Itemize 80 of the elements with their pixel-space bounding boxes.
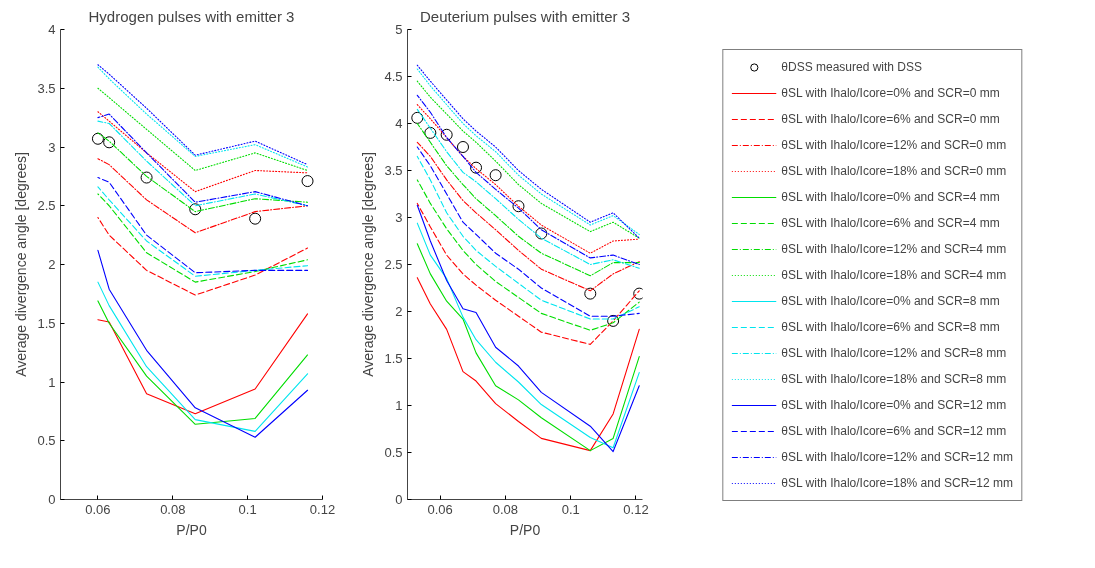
line-series <box>97 281 309 432</box>
point <box>607 314 620 327</box>
point <box>489 169 502 182</box>
y-tick-label: 3.5 <box>384 163 403 178</box>
point <box>512 200 525 213</box>
y-tick-label: 1.5 <box>37 315 56 331</box>
legend-label: θSL with Ihalo/Icore=6% and SCR=12 mm <box>781 424 1007 438</box>
point <box>535 227 548 240</box>
legend-label: θSL with Ihalo/Icore=6% and SCR=0 mm <box>781 112 1000 126</box>
point <box>470 161 483 174</box>
x-tick-label: 0.06 <box>85 501 111 517</box>
point <box>140 171 153 184</box>
point <box>103 136 116 149</box>
y-tick-label: 0.5 <box>37 433 56 449</box>
line-series <box>97 216 309 296</box>
line-series <box>97 249 309 438</box>
legend-label: θDSS measured with DSS <box>781 60 923 74</box>
y-tick-label: 1.5 <box>384 351 403 366</box>
line-series <box>97 87 309 172</box>
y-tick-label: 2.5 <box>384 257 403 272</box>
line-series <box>416 141 640 292</box>
legend-label: θSL with Ihalo/Icore=6% and SCR=8 mm <box>781 320 1000 334</box>
x-axis-title: P/P0 <box>176 521 207 538</box>
x-tick-label: 0.08 <box>160 501 186 517</box>
y-tick-label: 2 <box>48 257 56 272</box>
point <box>584 287 597 300</box>
y-tick-label: 4 <box>48 22 56 37</box>
y-tick-label: 4.5 <box>384 69 403 84</box>
y-tick-label: 3.5 <box>37 80 56 96</box>
point <box>440 128 453 141</box>
line-series <box>97 132 309 213</box>
line-series <box>97 158 309 234</box>
x-tick-label: 0.1 <box>238 501 257 517</box>
legend-label: θSL with Ihalo/Icore=12% and SCR=12 mm <box>781 450 1013 464</box>
point <box>189 203 202 216</box>
legend-label: θSL with Ihalo/Icore=12% and SCR=4 mm <box>781 242 1007 256</box>
legend-label: θSL with Ihalo/Icore=18% and SCR=0 mm <box>781 164 1007 178</box>
legend-label: θSL with Ihalo/Icore=18% and SCR=8 mm <box>781 372 1007 386</box>
line-series <box>416 202 640 345</box>
line-series <box>416 277 640 452</box>
y-tick-label: 3 <box>48 139 56 155</box>
point <box>301 175 314 188</box>
y-tick-label: 1 <box>48 374 56 390</box>
legend-label: θSL with Ihalo/Icore=12% and SCR=8 mm <box>781 346 1007 360</box>
y-tick-label: 0 <box>48 492 56 507</box>
line-series <box>97 300 309 425</box>
y-axis-title: Average divergence angle [degrees] <box>13 152 30 377</box>
chart-title: Deuterium pulses with emitter 3 <box>419 7 631 25</box>
legend-label: θSL with Ihalo/Icore=12% and SCR=0 mm <box>781 138 1007 152</box>
line-series <box>416 179 640 331</box>
point <box>91 132 104 145</box>
x-tick-label: 0.06 <box>427 501 453 517</box>
legend-label: θSL with Ihalo/Icore=0% and SCR=4 mm <box>781 190 1000 204</box>
legend-label: θSL with Ihalo/Icore=0% and SCR=0 mm <box>781 86 1000 100</box>
point <box>424 126 437 139</box>
x-axis-title: P/P0 <box>509 521 541 538</box>
x-tick-label: 0.12 <box>309 501 336 517</box>
legend-label: θSL with Ihalo/Icore=0% and SCR=12 mm <box>781 398 1007 412</box>
y-tick-label: 0.5 <box>384 445 403 460</box>
point <box>411 111 424 124</box>
y-tick-label: 3 <box>395 210 403 225</box>
legend-label: θSL with Ihalo/Icore=18% and SCR=12 mm <box>781 476 1013 490</box>
y-tick-label: 0 <box>395 492 403 507</box>
x-tick-label: 0.12 <box>623 501 649 517</box>
line-series <box>97 313 309 415</box>
x-tick-label: 0.08 <box>492 501 519 517</box>
chart-title: Hydrogen pulses with emitter 3 <box>88 7 295 25</box>
line-series <box>97 111 309 193</box>
y-tick-label: 2 <box>395 304 403 319</box>
point <box>249 212 262 225</box>
legend-label: θSL with Ihalo/Icore=18% and SCR=4 mm <box>781 268 1007 282</box>
y-axis-title: Average divergence angle [degrees] <box>360 152 377 377</box>
point <box>456 141 469 153</box>
y-tick-label: 5 <box>395 22 403 37</box>
y-tick-label: 4 <box>395 116 403 131</box>
x-tick-label: 0.1 <box>561 501 580 517</box>
y-tick-label: 1 <box>395 398 403 413</box>
legend-label: θSL with Ihalo/Icore=0% and SCR=8 mm <box>781 294 1000 308</box>
legend-label: θSL with Ihalo/Icore=6% and SCR=4 mm <box>781 216 1000 230</box>
y-tick-label: 2.5 <box>37 198 56 214</box>
